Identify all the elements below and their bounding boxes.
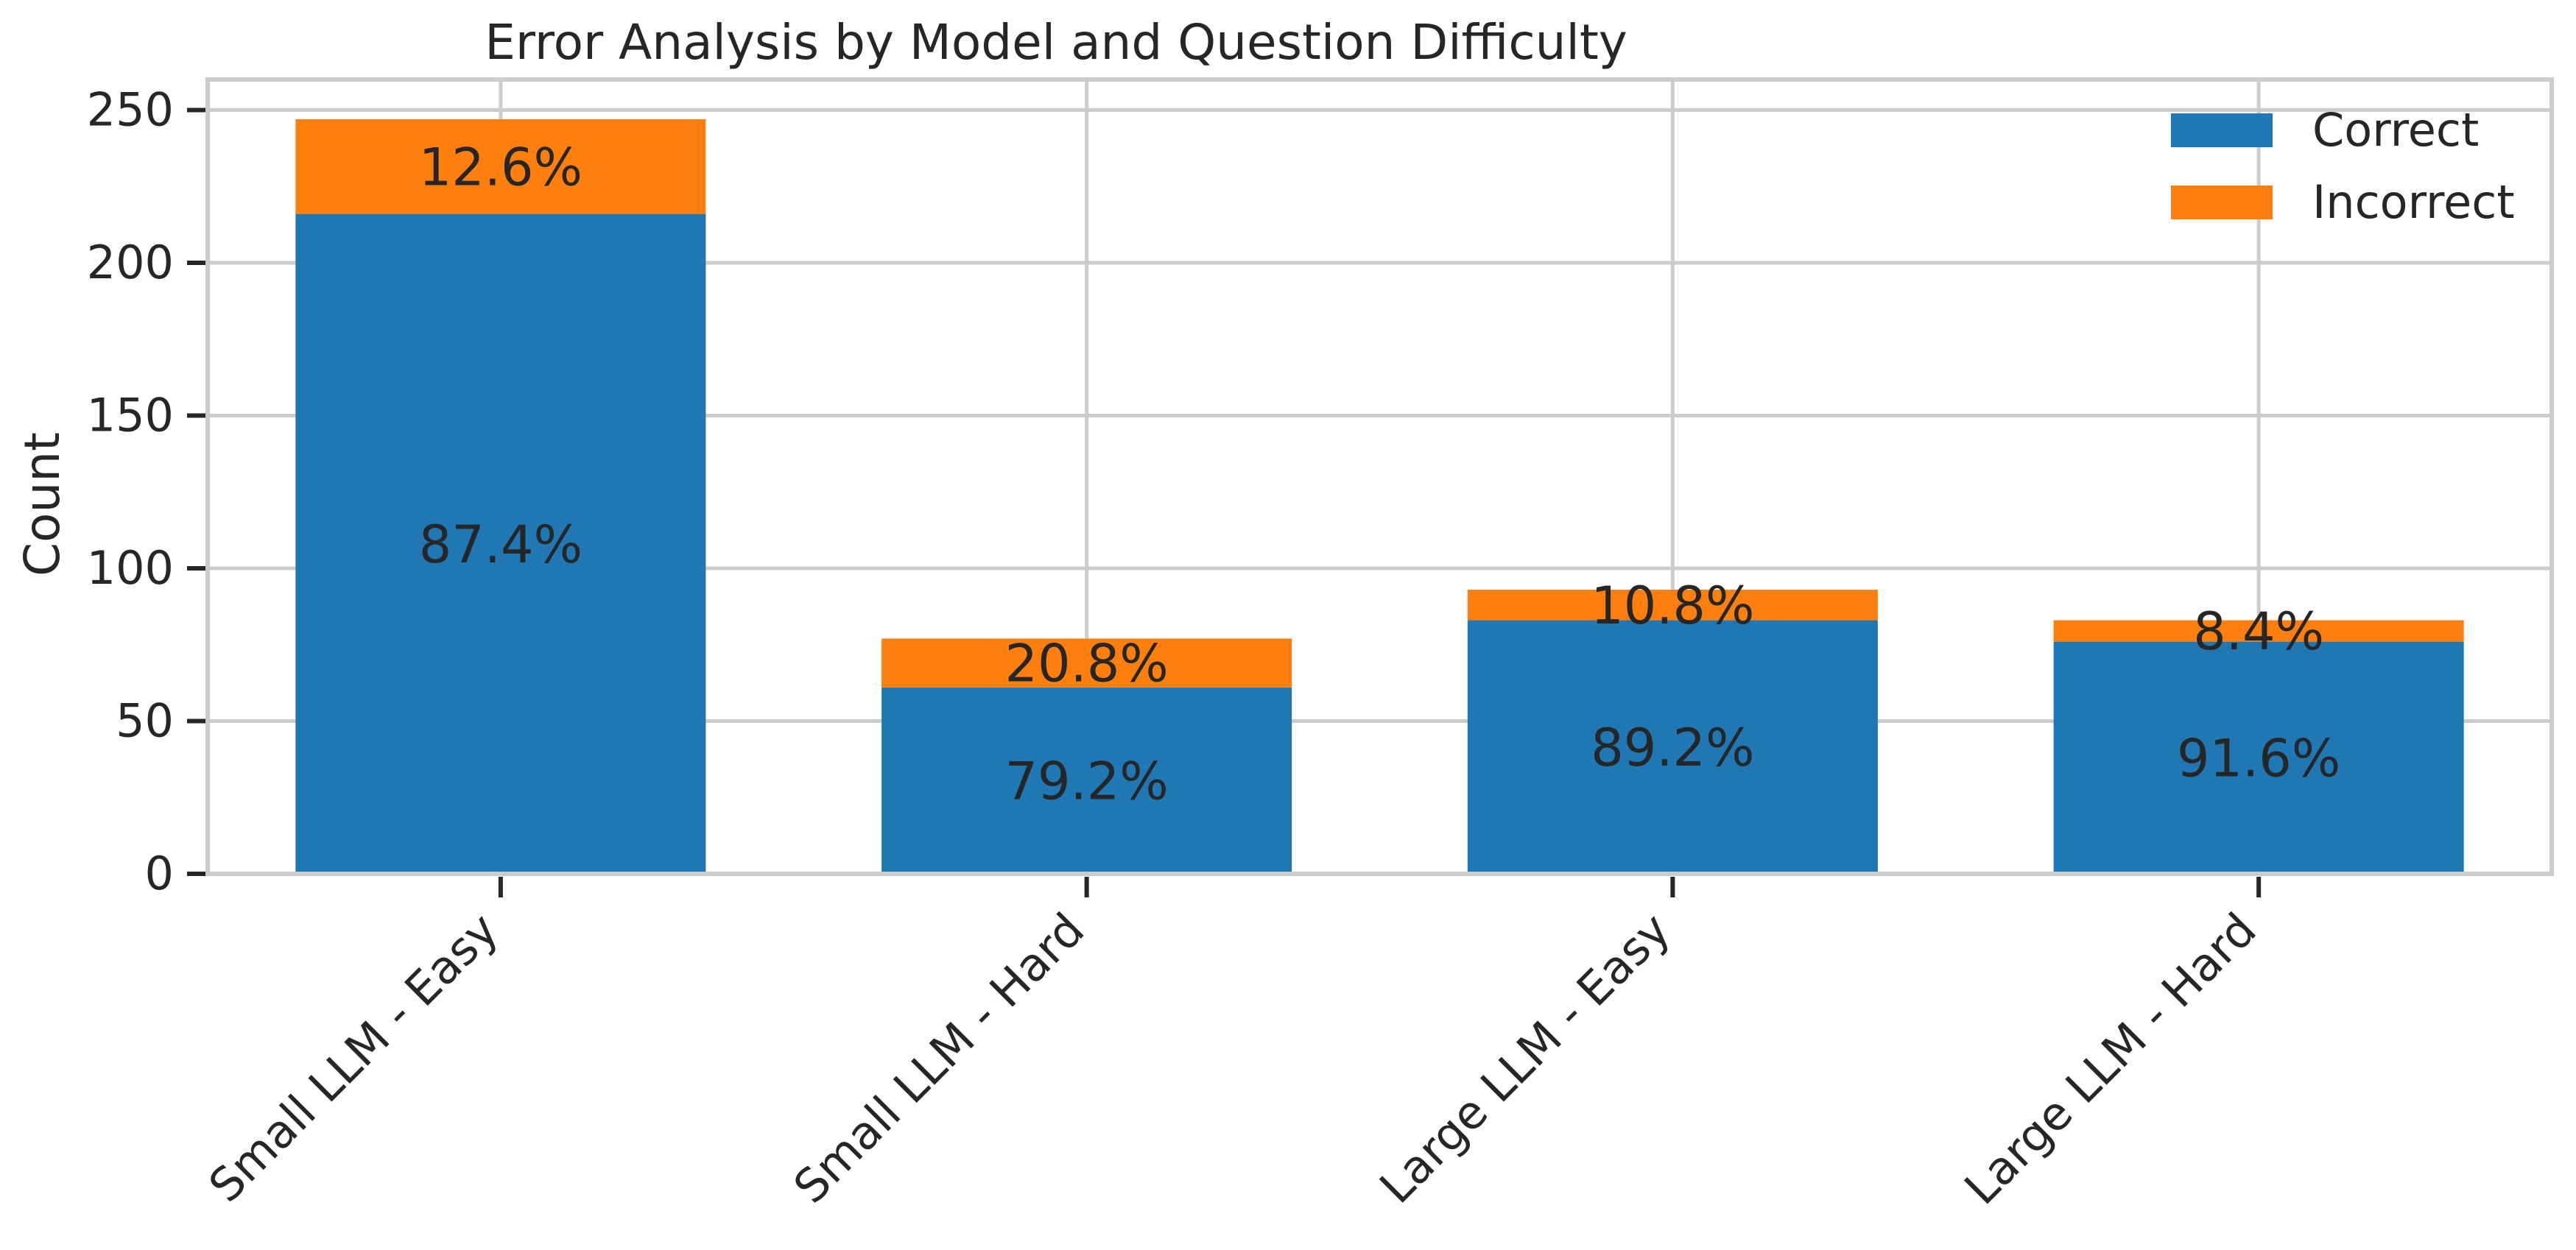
bar-correct — [2053, 641, 2464, 874]
legend-swatch-incorrect — [2171, 186, 2273, 219]
bars — [295, 119, 2464, 875]
x-tick-label: Large LLM - Easy — [1369, 903, 1681, 1214]
chart-title: Error Analysis by Model and Question Dif… — [485, 14, 1627, 71]
legend-label-correct: Correct — [2312, 103, 2479, 157]
y-tick-label: 150 — [87, 389, 174, 442]
bar-correct — [295, 213, 706, 875]
y-tick-label: 200 — [87, 236, 174, 289]
legend: Correct Incorrect — [2171, 103, 2515, 229]
bar-incorrect — [1467, 590, 1878, 621]
bar-label-incorrect: 12.6% — [419, 137, 583, 197]
bar-label-correct: 91.6% — [2177, 728, 2340, 788]
bar-label-incorrect: 20.8% — [1004, 634, 1168, 694]
legend-label-incorrect: Incorrect — [2312, 175, 2515, 229]
y-axis-label: Count — [14, 432, 71, 576]
legend-swatch-correct — [2171, 113, 2273, 147]
bar-label-correct: 89.2% — [1591, 718, 1754, 778]
x-tick-label: Small LLM - Easy — [198, 903, 508, 1212]
bar-correct — [1467, 620, 1878, 874]
x-tick-label: Large LLM - Hard — [1954, 903, 2267, 1215]
bar-label-incorrect: 8.4% — [2193, 601, 2324, 662]
x-tick-label: Small LLM - Hard — [784, 903, 1095, 1214]
y-tick-label: 100 — [87, 541, 174, 595]
bar-incorrect — [2053, 620, 2464, 642]
bar-incorrect — [295, 119, 706, 214]
plot-frame — [205, 77, 2554, 876]
bar-label-correct: 79.2% — [1004, 751, 1168, 811]
y-tick-label: 250 — [87, 83, 174, 137]
bar-labels: 87.4% 79.2% 89.2% 91.6% 12.6% 20.8% 10.8% 8.4% — [419, 137, 2341, 811]
y-tick-label: 0 — [145, 847, 174, 900]
bar-correct — [881, 687, 1292, 874]
bar-label-correct: 87.4% — [419, 515, 583, 575]
bar-label-incorrect: 10.8% — [1591, 576, 1754, 636]
y-tick-label: 50 — [116, 694, 174, 748]
bar-incorrect — [881, 638, 1292, 688]
